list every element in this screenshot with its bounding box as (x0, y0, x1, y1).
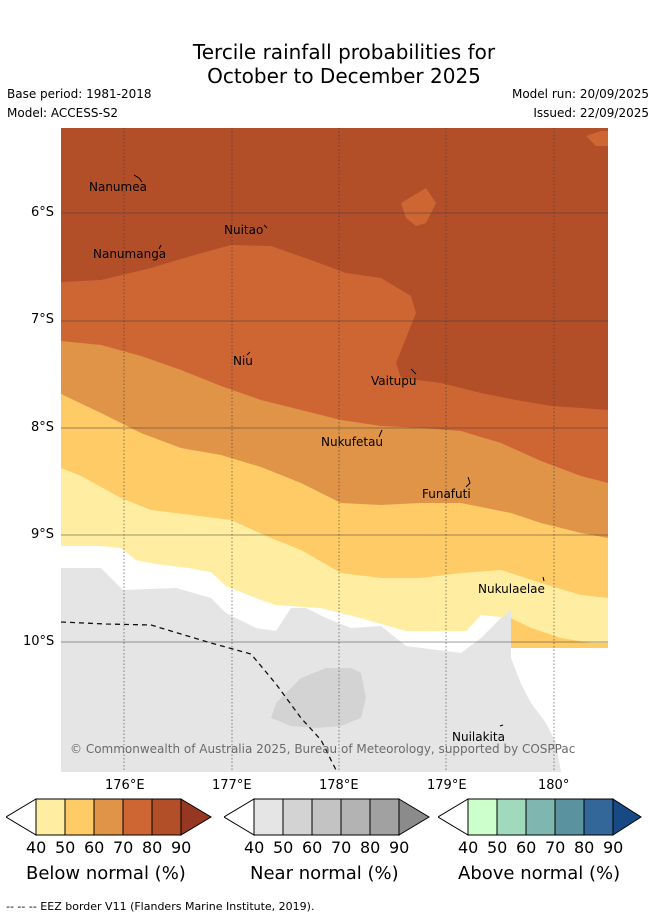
colorbar-near-segment-4 (340, 798, 371, 836)
rainfall-map (61, 128, 608, 772)
nukufetau-marker (378, 429, 383, 438)
colorbar-below-segment-3 (93, 798, 124, 836)
vaitupu-marker (410, 368, 417, 375)
colorbar-below-max-arrow (180, 798, 212, 836)
above-tick-60: 60 (516, 838, 537, 857)
lon-label-177e: 177°E (212, 778, 252, 793)
band-below-70-blob (401, 188, 436, 226)
place-nuitao: Nuitao (224, 223, 264, 237)
model-run: Model run: 20/09/2025 (511, 87, 649, 101)
colorbar-below-segment-1 (35, 798, 66, 836)
lon-label-176e: 176°E (105, 778, 145, 793)
colorbar-near-max-arrow (398, 798, 430, 836)
lat-label-10s: 10°S (23, 634, 55, 649)
near-tick-70: 70 (331, 838, 352, 857)
above-tick-40: 40 (458, 838, 479, 857)
graticule (61, 128, 608, 772)
lat-label-7s: 7°S (31, 312, 55, 327)
colorbar-below-segment-4 (122, 798, 153, 836)
below-tick-50: 50 (55, 838, 76, 857)
above-tick-70: 70 (545, 838, 566, 857)
colorbar-above-segment-5 (583, 798, 614, 836)
colorbar-below-segment-2 (64, 798, 95, 836)
nuitao-marker (263, 224, 268, 229)
colorbar-above-segment-4 (554, 798, 585, 836)
colorbar-above-label: Above normal (%) (458, 863, 621, 884)
place-nanumea: Nanumea (89, 180, 147, 194)
copyright-notice: © Commonwealth of Australia 2025, Bureau… (70, 742, 576, 756)
model-name: Model: ACCESS-S2 (7, 106, 119, 120)
base-period: Base period: 1981-2018 (7, 87, 152, 101)
colorbar-below-segment-5 (151, 798, 182, 836)
lon-label-180: 180° (538, 778, 570, 793)
colorbar-above-segment-2 (496, 798, 527, 836)
colorbar-above-min-arrow (438, 798, 469, 836)
colorbar-below (6, 798, 212, 836)
colorbar-near (224, 798, 430, 836)
nukulaelae-marker (542, 576, 545, 582)
place-nukulaelae: Nukulaelae (478, 582, 545, 596)
near-tick-50: 50 (273, 838, 294, 857)
lon-label-178e: 178°E (319, 778, 359, 793)
colorbar-below-label: Below normal (%) (26, 863, 186, 884)
colorbar-near-segment-1 (253, 798, 284, 836)
below-tick-60: 60 (84, 838, 105, 857)
band-below-40 (61, 468, 608, 643)
place-nukufetau: Nukufetau (321, 435, 384, 449)
above-tick-80: 80 (574, 838, 595, 857)
island-markers (133, 174, 545, 727)
place-funafuti: Funafuti (422, 487, 471, 501)
below-tick-70: 70 (113, 838, 134, 857)
colorbar-above (438, 798, 642, 836)
above-tick-90: 90 (603, 838, 624, 857)
below-tick-40: 40 (26, 838, 47, 857)
colorbar-near-min-arrow (224, 798, 255, 836)
near-tick-90: 90 (389, 838, 410, 857)
lon-label-179e: 179°E (427, 778, 467, 793)
below-tick-80: 80 (142, 838, 163, 857)
eez-legend-note: -- -- -- EEZ border V11 (Flanders Marine… (6, 900, 315, 913)
colorbar-near-segment-5 (369, 798, 400, 836)
colorbar-below-min-arrow (6, 798, 37, 836)
lat-label-8s: 8°S (31, 420, 55, 435)
near-tick-60: 60 (302, 838, 323, 857)
near-tick-40: 40 (244, 838, 265, 857)
map-title: Tercile rainfall probabilities for Octob… (0, 40, 655, 88)
place-nuilakita: Nuilakita (452, 730, 505, 744)
place-nanumanga: Nanumanga (93, 247, 167, 261)
colorbar-above-frame (467, 798, 614, 836)
lat-label-9s: 9°S (31, 527, 55, 542)
issued-date: Issued: 22/09/2025 (533, 106, 649, 120)
near-tick-80: 80 (360, 838, 381, 857)
nuilakita-marker (499, 724, 504, 727)
place-vaitupu: Vaitupu (371, 374, 417, 388)
band-below-70-corner (586, 131, 608, 146)
colorbar-above-segment-3 (525, 798, 556, 836)
funafuti-marker (465, 476, 471, 488)
colorbar-near-segment-3 (311, 798, 342, 836)
above-tick-50: 50 (487, 838, 508, 857)
colorbar-near-frame (253, 798, 400, 836)
title-line-1: Tercile rainfall probabilities for (192, 40, 496, 64)
niu-marker (246, 351, 251, 356)
title-line-2: October to December 2025 (207, 64, 481, 88)
colorbar-above-segment-1 (467, 798, 498, 836)
eez-border (61, 621, 337, 771)
nanumanga-marker (158, 244, 162, 250)
colorbar-near-segment-2 (282, 798, 313, 836)
colorbar-above-max-arrow (612, 798, 642, 836)
band-near-40 (61, 568, 561, 772)
below-tick-90: 90 (171, 838, 192, 857)
colorbar-below-frame (35, 798, 182, 836)
nanumea-marker (133, 174, 143, 183)
colorbar-near-label: Near normal (%) (250, 863, 399, 884)
band-near-50 (271, 668, 366, 728)
lat-label-6s: 6°S (31, 205, 55, 220)
place-niu: Niu (233, 354, 253, 368)
